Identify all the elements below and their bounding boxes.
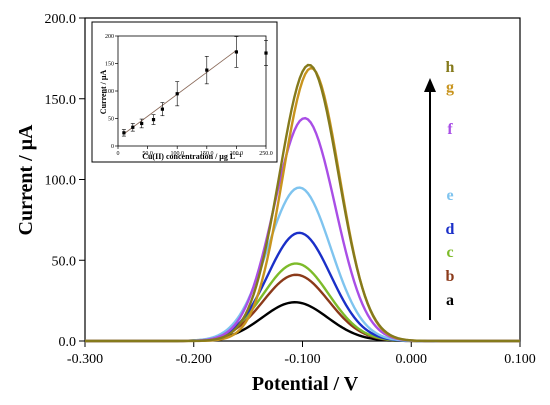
series-label-b: b: [446, 268, 455, 285]
inset-data-point: [122, 131, 126, 135]
main-y-axis: 0.0 50.0 100.0 150.0 200.0: [45, 12, 85, 350]
main-y-tick-label: 150.0: [45, 93, 77, 108]
main-y-tick-label: 50.0: [52, 254, 77, 269]
inset-fit-line-group: [123, 49, 237, 135]
inset-y-tick-label: 150: [105, 62, 114, 68]
inset-x-axis: 0 50.0 100.0 150.0 200.0 250.0: [117, 146, 273, 157]
inset-x-tick-label: 150.0: [200, 151, 214, 157]
inset-y-tick-label: 200: [105, 34, 114, 40]
main-x-tick-label: 0.000: [396, 352, 428, 367]
main-y-tick-label: 100.0: [45, 174, 77, 189]
main-x-tick-label: -0.100: [284, 352, 320, 367]
main-x-axis-title: Potential / V: [252, 373, 359, 395]
main-x-tick-label: 0.100: [504, 352, 536, 367]
inset-data-point: [160, 107, 164, 111]
main-y-tick-label: 0.0: [59, 335, 77, 350]
inset-x-tick-label: 100.0: [170, 151, 184, 157]
inset-data-point: [131, 125, 135, 129]
inset-x-tick-label: 250.0: [259, 151, 273, 157]
inset-data-point: [234, 50, 238, 54]
inset-x-tick-label: 50.0: [142, 151, 153, 157]
inset-y-axis-title: Current / μA: [99, 70, 108, 115]
series-label-e: e: [446, 187, 453, 204]
series-line-d: [85, 231, 520, 343]
series-label-f: f: [447, 121, 453, 138]
inset-y-tick-label: 100: [105, 89, 114, 95]
inset-data-point: [205, 68, 209, 72]
inset-y-tick-label: 50: [108, 117, 114, 123]
inset-data-point: [175, 92, 179, 96]
inset-points-group: [121, 36, 268, 137]
main-x-tick-label: -0.300: [67, 352, 103, 367]
main-x-axis: -0.300 -0.200 -0.100 0.000 0.100: [67, 341, 536, 367]
inset-x-tick-label: 0: [117, 151, 120, 157]
inset-data-point: [140, 121, 144, 126]
main-y-axis-title: Current / μA: [15, 124, 37, 236]
inset-data-point: [264, 51, 268, 55]
inset-frame: [91, 21, 278, 163]
series-label-h: h: [446, 59, 455, 76]
inset-y-axis: 0 50 100 150 200: [105, 34, 118, 150]
series-label-d: d: [446, 221, 455, 238]
inset-x-tick-label: 200.0: [230, 151, 244, 157]
inset-x-axis-title: Cu(II) concentration / μg L⁻¹: [142, 152, 242, 161]
inset-y-tick-label: 0: [111, 144, 114, 150]
series-label-g: g: [446, 79, 454, 96]
inset-data-point: [151, 118, 156, 122]
series-label-c: c: [446, 244, 453, 261]
series-label-a: a: [446, 292, 454, 309]
increase-arrow-head: [424, 78, 436, 92]
inset-fit-line: [123, 49, 237, 135]
main-series-group: [85, 63, 520, 343]
series-line-b: [85, 273, 520, 343]
series-line-a: [85, 301, 520, 343]
main-y-tick-label: 200.0: [45, 12, 77, 27]
series-line-h: [85, 63, 520, 343]
main-x-tick-label: -0.200: [176, 352, 212, 367]
